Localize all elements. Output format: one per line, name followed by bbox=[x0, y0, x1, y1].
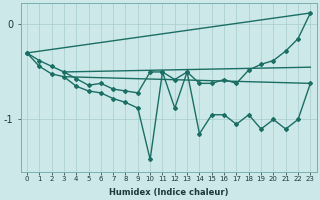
X-axis label: Humidex (Indice chaleur): Humidex (Indice chaleur) bbox=[109, 188, 228, 197]
